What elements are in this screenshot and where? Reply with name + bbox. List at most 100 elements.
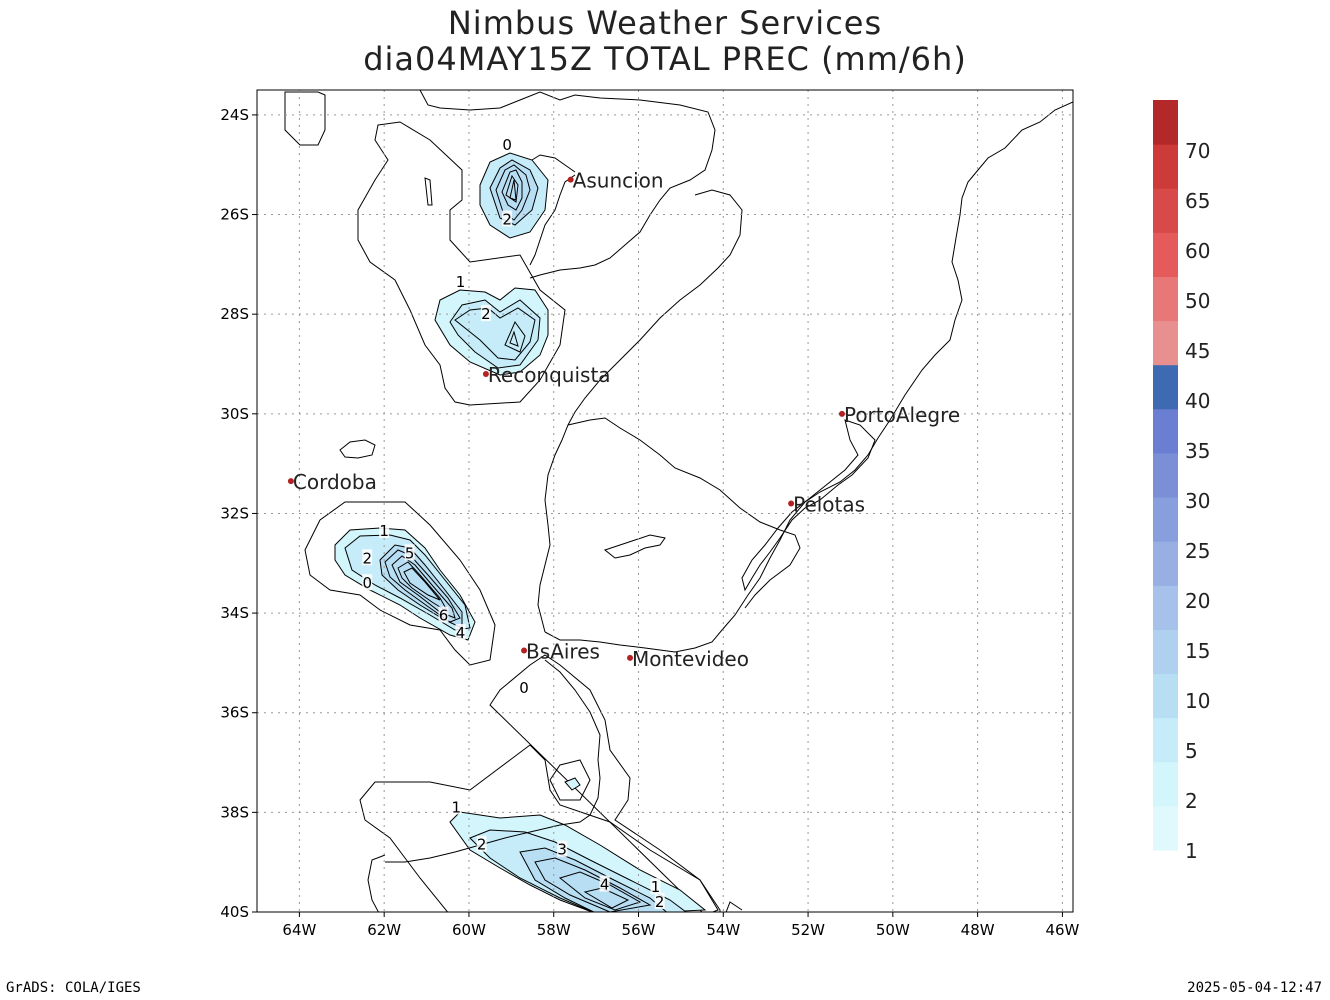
lon-tick-label: 48W [961, 921, 995, 939]
contour-value-label: 2 [502, 211, 512, 229]
lat-tick-label: 24S [220, 106, 249, 124]
colorbar-swatch [1153, 188, 1178, 233]
colorbar-swatch [1153, 717, 1178, 763]
lon-tick-label: 58W [537, 921, 571, 939]
colorbar-label: 60 [1185, 239, 1210, 263]
colorbar-swatch [1153, 276, 1178, 322]
colorbar-label: 35 [1185, 439, 1210, 463]
contour-value-label: 2 [477, 836, 487, 854]
lon-tick-label: 52W [791, 921, 825, 939]
colorbar-swatch [1153, 232, 1178, 277]
contour-label-bg [502, 210, 513, 227]
contour-value-label: 1 [456, 273, 466, 291]
map-frame [256, 89, 1074, 913]
lon-tick-label: 56W [622, 921, 656, 939]
lat-tick-label: 40S [220, 903, 249, 921]
axis-labels: 24S 26S 28S 30S 32S 34S 36S 38S 40S 64W 62W 60W 58W 5… [220, 106, 1079, 939]
colorbar-label: 15 [1185, 639, 1210, 663]
city-label: Reconquista [488, 363, 611, 387]
colorbar-label: 70 [1185, 139, 1210, 163]
contour-value-label: 0 [519, 679, 529, 697]
contour-label-bg [519, 678, 530, 695]
city-label: Asuncion [573, 169, 664, 193]
city-label: BsAires [526, 639, 600, 663]
lon-tick-label: 60W [452, 921, 486, 939]
city-marker [838, 410, 845, 417]
colorbar-swatch [1153, 364, 1178, 410]
city-marker [287, 478, 294, 485]
contour-label-bg [451, 798, 462, 815]
colorbar-label: 30 [1185, 489, 1210, 513]
city-label: Pelotas [793, 492, 865, 516]
contour-label-bg [599, 875, 610, 892]
city-label: PortoAlegre [844, 403, 960, 427]
contour-label-bg [438, 606, 449, 623]
grid-lines [257, 90, 1073, 913]
colorbar-swatch [1153, 408, 1178, 454]
contour-label-bg [455, 272, 466, 289]
lat-tick-label: 30S [220, 405, 249, 423]
contour-label-bg [362, 574, 373, 591]
title-line-1: Nimbus Weather Services [447, 4, 883, 42]
lon-tick-label: 54W [706, 921, 740, 939]
contour-label-bg [404, 544, 415, 561]
title-line-2: dia04MAY15Z TOTAL PREC (mm/6h) [363, 40, 967, 78]
contour-bsaires-0 [489, 654, 719, 912]
colorbar-swatch [1153, 805, 1178, 851]
lon-tick-label: 46W [1045, 921, 1079, 939]
colorbar-label: 2 [1185, 789, 1198, 813]
colorbar-swatch [1153, 320, 1178, 366]
lat-tick-label: 26S [220, 206, 249, 224]
city-label: Cordoba [293, 470, 377, 494]
contour-value-label: 2 [481, 305, 491, 323]
city-label: Montevideo [632, 647, 749, 671]
city-marker [521, 647, 528, 654]
border-misiones [537, 189, 743, 633]
contour-0-north [284, 91, 326, 146]
lat-tick-label: 36S [220, 704, 249, 722]
colorbar-label: 5 [1185, 739, 1198, 763]
river-parana-2 [531, 154, 576, 173]
contour-value-label: 6 [439, 607, 449, 625]
colorbar-label: 65 [1185, 189, 1210, 213]
colorbar-label: 1 [1185, 839, 1198, 863]
city-markers: Asuncion Reconquista PortoAlegre Cordoba Pel… [287, 169, 960, 671]
contour-value-label: 1 [379, 522, 389, 540]
lon-tick-label: 64W [282, 921, 316, 939]
coastlines-and-borders [339, 90, 1073, 912]
lon-tick-label: 62W [367, 921, 401, 939]
footer-timestamp: 2025-05-04-12:47 [1187, 980, 1322, 996]
colorbar-swatch [1153, 452, 1178, 498]
contour-value-label: 5 [405, 544, 415, 562]
colorbar-label: 10 [1185, 689, 1210, 713]
contour-label-bg [557, 840, 568, 857]
lon-tick-label: 50W [876, 921, 910, 939]
contour-south-0 [359, 744, 721, 912]
lake-cordoba [339, 439, 376, 459]
city-marker [627, 654, 634, 661]
colorbar-label: 40 [1185, 389, 1210, 413]
colorbar-label: 20 [1185, 589, 1210, 613]
contour-value-label: 2 [655, 893, 665, 911]
colorbar-swatch [1153, 541, 1178, 586]
lat-tick-label: 34S [220, 604, 249, 622]
contour-value-label: 4 [456, 624, 466, 642]
coastline-atlantic [544, 101, 1073, 653]
colorbar-label: 45 [1185, 339, 1210, 363]
lake-rincon [603, 534, 666, 559]
footer-credit: GrADS: COLA/IGES [6, 980, 141, 996]
colorbar-swatch [1153, 100, 1178, 145]
river-parana [529, 174, 576, 266]
border-uruguay [567, 417, 801, 609]
contour-value-label: 0 [362, 574, 372, 592]
contour-value-label: 4 [600, 876, 610, 894]
lagoa-dos-patos [741, 419, 876, 592]
contour-label-bg [650, 878, 661, 895]
contour-value-label: 2 [362, 549, 372, 567]
colorbar-swatch [1153, 629, 1178, 675]
colorbar-label: 50 [1185, 289, 1210, 313]
colorbar-swatch [1153, 673, 1178, 719]
